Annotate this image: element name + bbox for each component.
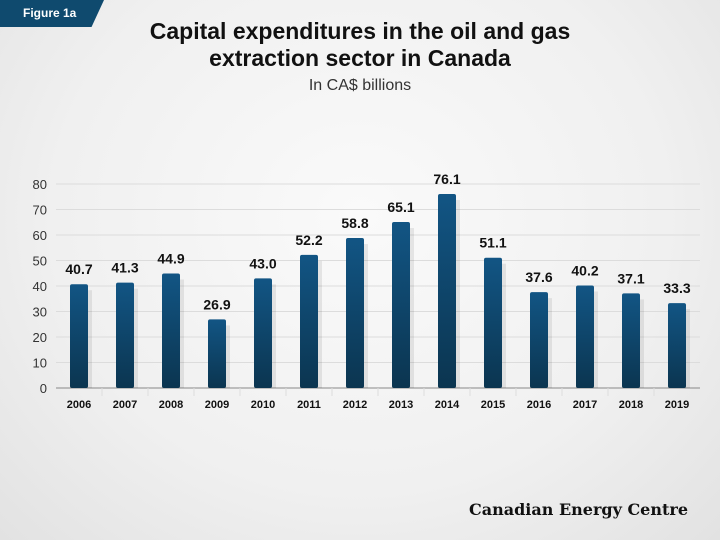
bar — [576, 285, 594, 388]
bar — [254, 278, 272, 388]
y-tick-label: 70 — [33, 203, 47, 218]
brand-logo: Canadian Energy Centre — [469, 500, 688, 519]
x-tick-label: 2009 — [205, 399, 229, 411]
data-label: 58.8 — [341, 215, 368, 231]
data-label: 52.2 — [295, 232, 322, 248]
bar — [300, 254, 318, 388]
x-tick-label: 2013 — [389, 399, 413, 411]
data-label: 33.3 — [663, 280, 690, 296]
bar — [346, 238, 364, 388]
data-label: 51.1 — [479, 235, 506, 251]
data-label: 43.0 — [249, 255, 276, 271]
y-tick-label: 80 — [33, 177, 47, 192]
data-label: 65.1 — [387, 199, 414, 215]
chart-subtitle: In CA$ billions — [308, 77, 412, 94]
title-line-2: extraction sector in Canada — [209, 45, 511, 71]
x-tick-label: 2006 — [67, 399, 91, 411]
data-label: 40.7 — [65, 261, 92, 277]
bar — [668, 303, 686, 388]
y-tick-label: 60 — [33, 228, 47, 243]
bar — [70, 284, 88, 388]
bar — [208, 319, 226, 388]
data-label: 44.9 — [157, 251, 184, 267]
x-tick-label: 2012 — [343, 399, 367, 411]
y-tick-label: 40 — [33, 279, 47, 294]
y-tick-label: 30 — [33, 305, 47, 320]
y-tick-label: 0 — [40, 381, 47, 396]
y-tick-label: 50 — [33, 254, 47, 269]
x-tick-label: 2011 — [297, 399, 321, 411]
data-label: 76.1 — [433, 171, 460, 187]
x-tick-label: 2007 — [113, 399, 137, 411]
bar — [622, 293, 640, 388]
bar — [438, 193, 456, 388]
data-label: 26.9 — [203, 296, 230, 312]
x-tick-label: 2008 — [159, 399, 183, 411]
data-label: 40.2 — [571, 262, 598, 278]
data-label: 37.1 — [617, 270, 644, 286]
data-label: 41.3 — [111, 260, 138, 276]
bar — [484, 257, 502, 388]
y-tick-label: 20 — [33, 330, 47, 345]
x-tick-label: 2010 — [251, 399, 275, 411]
title-line-1: Capital expenditures in the oil and gas — [149, 18, 571, 44]
bar — [392, 221, 410, 388]
data-label: 37.6 — [525, 269, 552, 285]
y-tick-label: 10 — [33, 356, 47, 371]
x-tick-label: 2017 — [573, 399, 597, 411]
x-tick-label: 2018 — [619, 399, 643, 411]
bar — [116, 282, 134, 388]
figure-label: Figure 1a — [23, 6, 77, 20]
x-tick-label: 2019 — [665, 399, 689, 411]
bar — [162, 273, 180, 388]
figure-badge: Figure 1a — [0, 0, 104, 27]
x-tick-label: 2015 — [481, 399, 505, 411]
x-tick-label: 2016 — [527, 399, 551, 411]
x-tick-label: 2014 — [435, 399, 460, 411]
bar — [530, 292, 548, 388]
chart-title: Capital expenditures in the oil and gas e… — [0, 18, 720, 72]
